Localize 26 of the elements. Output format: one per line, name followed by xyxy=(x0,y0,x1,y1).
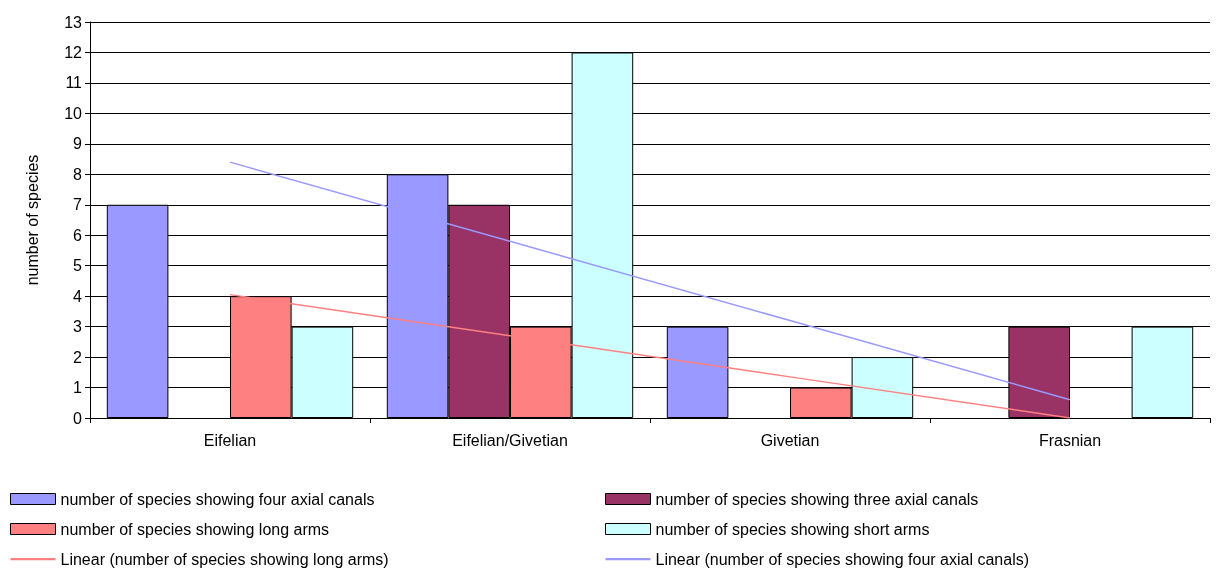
y-tick-label: 2 xyxy=(73,348,83,366)
x-tick-label: Frasnian xyxy=(1038,431,1102,449)
line-series xyxy=(229,293,1071,419)
y-axis-title: number of species xyxy=(23,154,41,286)
x-tick-label: Eifelian xyxy=(203,431,257,449)
legend-label: number of species showing long arms xyxy=(60,520,330,538)
y-tick-label: 7 xyxy=(73,196,83,214)
y-tick-label: 3 xyxy=(73,318,83,336)
y-tick-label: 9 xyxy=(73,135,83,153)
y-tick-label: 4 xyxy=(73,287,83,305)
legend-label: number of species showing three axial canals xyxy=(655,490,979,508)
x-tick-label: Eifelian/Givetian xyxy=(452,431,568,449)
x-tick-label: Givetian xyxy=(760,431,820,449)
y-tick-label: 10 xyxy=(64,104,83,122)
legend-label: number of species showing four axial canals xyxy=(60,490,375,508)
y-tick-label: 1 xyxy=(73,379,83,397)
y-tick-label: 5 xyxy=(73,257,83,275)
y-tick-label: 12 xyxy=(64,43,83,61)
y-tick-label: 6 xyxy=(73,226,83,244)
y-tick-label: 11 xyxy=(65,74,83,92)
y-tick-label: 8 xyxy=(73,165,83,183)
legend-label: number of species showing short arms xyxy=(655,520,930,538)
legend-label: Linear (number of species showing long arms) xyxy=(60,550,389,568)
legend-label: Linear (number of species showing four axial canals) xyxy=(655,550,1030,568)
y-tick-label: 13 xyxy=(64,13,83,31)
y-tick-label: 0 xyxy=(73,409,83,427)
